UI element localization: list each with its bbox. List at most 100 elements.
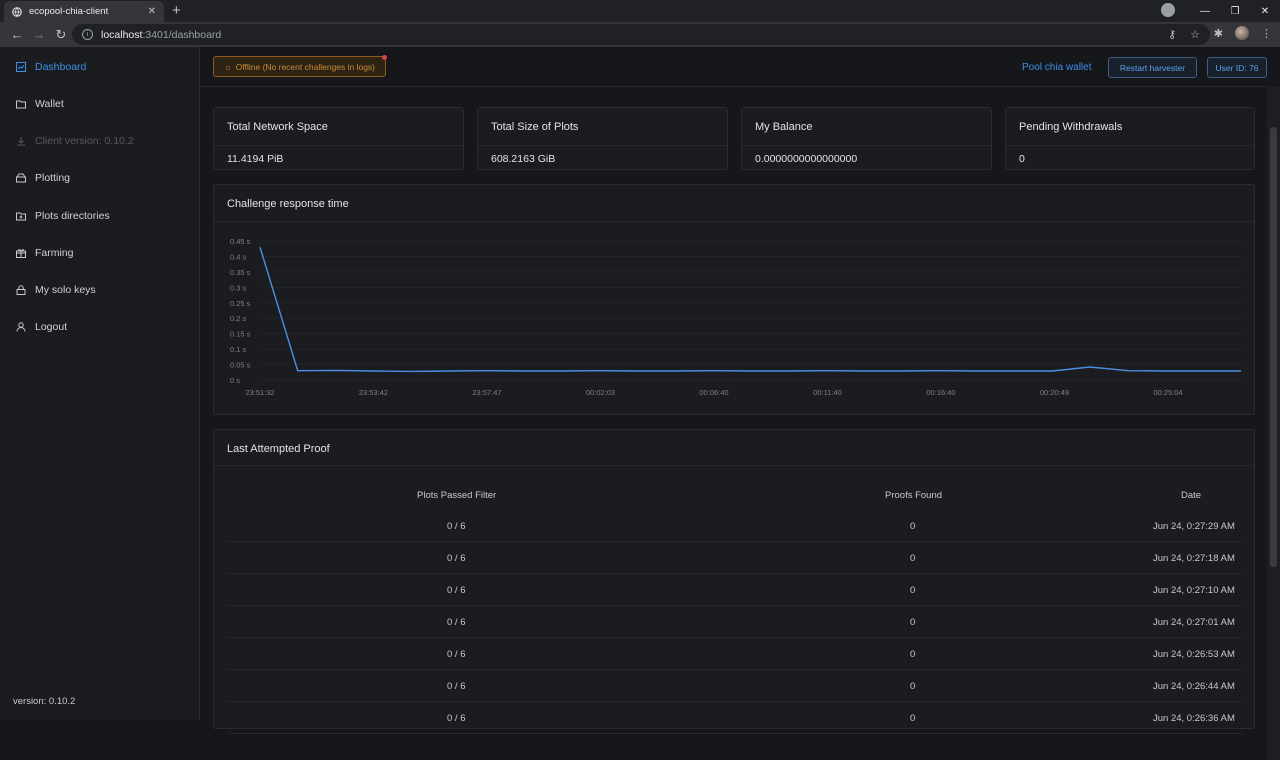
minimize-button[interactable]: — <box>1200 5 1210 17</box>
sidebar: Dashboard Wallet Client version: 0.10.2 … <box>0 47 200 720</box>
stat-title: Total Size of Plots <box>491 121 579 133</box>
star-icon[interactable]: ☆ <box>1190 29 1200 41</box>
close-window-button[interactable]: ✕ <box>1260 5 1270 17</box>
table-row: 0 / 6 0 Jun 24, 0:26:53 AM <box>227 638 1243 670</box>
y-tick-label: 0.35 s <box>230 268 251 277</box>
info-icon[interactable]: i <box>82 29 93 40</box>
browser-tab[interactable]: ecopool-chia-client ✕ <box>4 1 164 22</box>
stat-title: My Balance <box>755 121 813 133</box>
sidebar-item-label: Plotting <box>35 172 71 184</box>
sidebar-item-label: Wallet <box>35 98 64 110</box>
stat-title: Pending Withdrawals <box>1019 121 1123 133</box>
x-tick-label: 00:06:40 <box>699 388 728 397</box>
pool-chia-wallet-link[interactable]: Pool chia wallet <box>1022 62 1092 73</box>
card-divider <box>1006 145 1254 146</box>
sidebar-item-logout[interactable]: Logout <box>16 321 67 333</box>
back-button[interactable]: ← <box>10 27 24 42</box>
warning-icon: ☼ <box>224 61 232 72</box>
y-tick-label: 0 s <box>230 376 240 385</box>
extensions-icon[interactable]: ✱ <box>1213 27 1223 40</box>
browser-tabbar: ecopool-chia-client ✕ + — ❐ ✕ <box>0 0 1280 22</box>
restart-harvester-button[interactable]: Restart harvester <box>1108 57 1197 78</box>
sidebar-item-wallet[interactable]: Wallet <box>16 98 64 110</box>
notification-dot <box>382 55 388 60</box>
key-icon[interactable]: ⚷ <box>1168 29 1177 41</box>
forward-button[interactable]: → <box>32 27 46 42</box>
reload-button[interactable]: ↻ <box>55 26 67 42</box>
close-tab-icon[interactable]: ✕ <box>147 6 156 17</box>
sidebar-item-label: Dashboard <box>35 61 87 73</box>
sidebar-item-label: Client version: 0.10.2 <box>35 135 134 147</box>
sidebar-item-farming[interactable]: Farming <box>16 247 74 259</box>
app: Dashboard Wallet Client version: 0.10.2 … <box>0 47 1280 760</box>
address-bar[interactable]: i localhost:3401/dashboard ⚷ ☆ <box>72 24 1210 45</box>
x-tick-label: 00:11:40 <box>813 388 842 397</box>
x-tick-label: 23:51:32 <box>245 388 274 397</box>
x-tick-label: 00:25:04 <box>1153 388 1182 397</box>
cell-date: Jun 24, 0:27:18 AM <box>1153 553 1235 564</box>
folder-icon <box>16 100 26 109</box>
column-header-date[interactable]: Date <box>1181 490 1202 501</box>
menu-kebab-icon[interactable]: ⋮ <box>1261 27 1272 40</box>
drive-icon <box>16 173 26 183</box>
url-text: localhost:3401/dashboard <box>101 28 222 41</box>
column-header-proofs-found[interactable]: Proofs Found <box>885 490 943 501</box>
series-line <box>259 246 1241 373</box>
table-row: 0 / 6 0 Jun 24, 0:27:01 AM <box>227 606 1243 638</box>
card-divider <box>214 465 1254 466</box>
cell-plots-passed: 0 / 6 <box>447 585 466 596</box>
stat-value: 0.0000000000000000 <box>755 153 858 165</box>
sidebar-item-my-solo-keys[interactable]: My solo keys <box>16 284 96 296</box>
response-time-chart: 0 s 0.05 s 0.1 s 0.15 s 0.2 s 0.25 s 0.3 s 0.35… <box>230 237 1241 397</box>
cell-proofs-found: 0 <box>910 585 916 596</box>
y-tick-label: 0.2 s <box>230 314 247 323</box>
stat-card-my-balance: My Balance 0.0000000000000000 <box>741 107 992 170</box>
cell-date: Jun 24, 0:26:44 AM <box>1153 681 1235 692</box>
avatar[interactable] <box>1235 26 1249 40</box>
restore-button[interactable]: ❐ <box>1230 5 1240 17</box>
cell-plots-passed: 0 / 6 <box>447 553 466 564</box>
globe-icon <box>12 6 22 17</box>
chart-icon <box>16 62 26 72</box>
y-tick-label: 0.15 s <box>230 330 251 339</box>
lock-icon <box>16 285 26 295</box>
stat-value: 0 <box>1019 153 1025 165</box>
window-controls: — ❐ ✕ <box>1160 0 1280 22</box>
cell-date: Jun 24, 0:27:29 AM <box>1153 521 1235 532</box>
y-tick-label: 0.4 s <box>230 252 247 261</box>
sidebar-item-client-version: Client version: 0.10.2 <box>16 135 134 147</box>
new-tab-button[interactable]: + <box>172 2 181 19</box>
cell-proofs-found: 0 <box>910 713 916 724</box>
last-attempted-proof-card: Last Attempted Proof Plots Passed Filter… <box>213 429 1255 734</box>
x-tick-label: 00:20:49 <box>1040 388 1069 397</box>
app-version: version: 0.10.2 <box>13 696 76 707</box>
cell-proofs-found: 0 <box>910 553 916 564</box>
sidebar-item-label: Plots directories <box>35 210 110 222</box>
profile-indicator-icon[interactable] <box>1160 2 1190 20</box>
chart-title: Challenge response time <box>227 198 349 210</box>
scrollbar-thumb[interactable] <box>1270 127 1277 567</box>
sidebar-item-label: Logout <box>35 321 68 333</box>
cell-date: Jun 24, 0:27:10 AM <box>1153 585 1235 596</box>
sidebar-item-plots-directories[interactable]: Plots directories <box>16 210 110 222</box>
stat-title: Total Network Space <box>227 121 328 133</box>
cell-plots-passed: 0 / 6 <box>447 617 466 628</box>
cell-plots-passed: 0 / 6 <box>447 649 466 660</box>
top-bar: ☼ Offline (No recent challenges in logs)… <box>201 47 1267 87</box>
x-tick-label: 23:57:47 <box>472 388 501 397</box>
cell-date: Jun 24, 0:26:53 AM <box>1153 649 1235 660</box>
page-scrollbar[interactable] <box>1267 87 1280 760</box>
sidebar-item-dashboard[interactable]: Dashboard <box>16 61 86 73</box>
cell-date: Jun 24, 0:27:01 AM <box>1153 617 1235 628</box>
cell-proofs-found: 0 <box>910 681 916 692</box>
x-tick-label: 00:02:03 <box>586 388 615 397</box>
y-tick-label: 0.05 s <box>230 361 251 370</box>
column-header-plots-passed[interactable]: Plots Passed Filter <box>417 490 497 501</box>
sidebar-item-plotting[interactable]: Plotting <box>16 172 70 184</box>
cell-proofs-found: 0 <box>910 649 916 660</box>
stat-value: 608.2163 GiB <box>491 153 556 165</box>
table-row: 0 / 6 0 Jun 24, 0:27:10 AM <box>227 574 1243 606</box>
tab-title: ecopool-chia-client <box>29 6 109 17</box>
user-id-button[interactable]: User ID: 76 <box>1207 57 1267 78</box>
cell-plots-passed: 0 / 6 <box>447 681 466 692</box>
